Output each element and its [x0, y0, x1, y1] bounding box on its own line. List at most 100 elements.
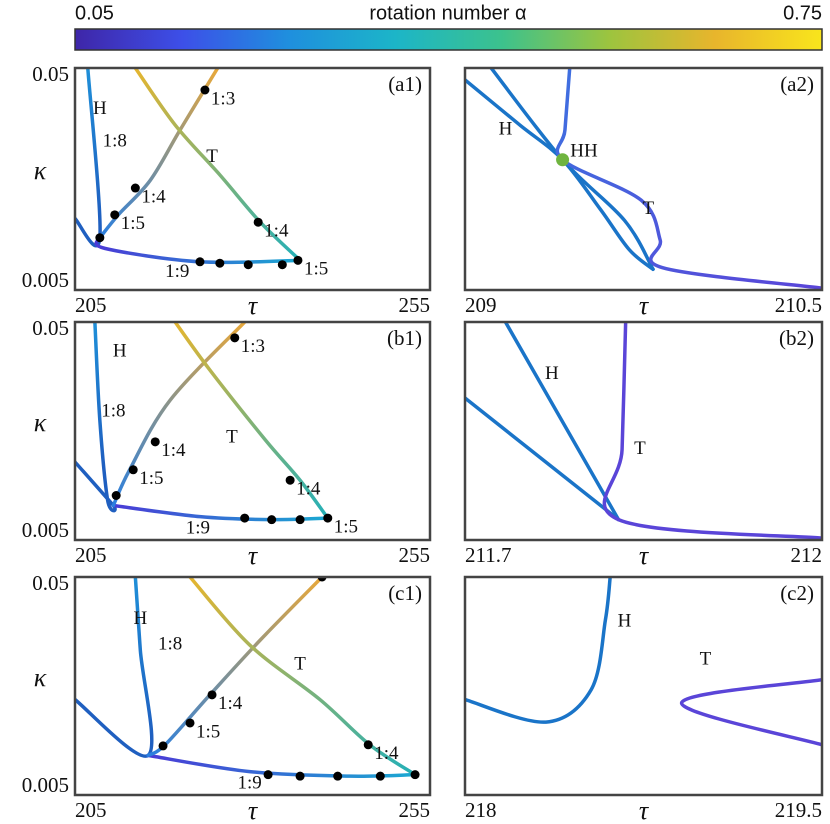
resonance-dot	[130, 183, 140, 193]
annotation: HH	[570, 140, 598, 161]
x-tick-label: 210.5	[775, 293, 822, 317]
annotation: 1:8	[101, 400, 125, 421]
y-tick-label: 0.005	[22, 268, 69, 292]
panel	[75, 322, 333, 525]
curve	[679, 677, 822, 747]
dot-label: 1:4	[141, 186, 166, 207]
resonance-dot	[253, 217, 263, 227]
resonance-dot	[295, 771, 305, 781]
resonance-dot	[323, 513, 333, 523]
curve	[111, 503, 330, 522]
curve	[75, 322, 117, 513]
y-tick-label: 0.05	[32, 571, 69, 595]
x-axis-label: τ	[639, 541, 650, 570]
resonance-dot	[207, 690, 217, 700]
resonance-dot	[375, 771, 385, 781]
dot-label: 1:5	[334, 516, 358, 537]
dot-label: 1:4	[374, 743, 399, 764]
curve	[133, 68, 302, 263]
curve	[94, 235, 302, 265]
resonance-dot	[556, 153, 570, 167]
curve	[75, 577, 154, 758]
annotation: 1:9	[165, 261, 189, 282]
curve	[489, 68, 655, 272]
dot-label: 1:5	[121, 213, 145, 234]
panel-label: (c1)	[388, 581, 422, 605]
annotation: H	[618, 610, 632, 631]
annotation: T	[294, 654, 306, 675]
panel-label: (b2)	[779, 326, 814, 350]
annotation: T	[206, 146, 218, 167]
resonance-dot	[267, 515, 277, 525]
colorbar-label: rotation number α	[369, 2, 526, 24]
resonance-dot	[215, 258, 225, 268]
x-tick-label: 209	[465, 293, 497, 317]
curve	[188, 577, 417, 777]
annotation: H	[545, 363, 559, 384]
dot-label: 1:4	[264, 221, 289, 242]
y-tick-label: 0.005	[22, 518, 69, 542]
dot-label: 1:3	[241, 336, 265, 357]
dot-label: 1:5	[196, 721, 220, 742]
annotation: 1:9	[238, 773, 262, 794]
resonance-dot	[150, 437, 160, 447]
panel-label: (b1)	[387, 326, 422, 350]
annotation: T	[226, 426, 238, 447]
x-tick-label: 255	[399, 798, 431, 822]
x-tick-label: 212	[791, 543, 823, 567]
curve	[111, 322, 247, 508]
resonance-dot	[293, 255, 303, 265]
panel-label: (a1)	[388, 72, 422, 96]
dot-label: 1:5	[139, 468, 163, 489]
resonance-dot	[285, 475, 295, 485]
resonance-dot	[111, 491, 121, 501]
curve	[98, 68, 220, 240]
resonance-dot	[295, 515, 305, 525]
annotation: H	[133, 608, 147, 629]
panel-frame	[73, 66, 432, 292]
panel-frame	[463, 575, 824, 797]
panel	[465, 322, 822, 540]
x-axis-label: τ	[248, 796, 259, 824]
x-tick-label: 255	[399, 293, 431, 317]
annotation: H	[499, 118, 513, 139]
panel-frame	[73, 320, 432, 542]
colorbar-min: 0.05	[75, 2, 114, 24]
resonance-dot	[128, 465, 138, 475]
dot-label: 1:3	[211, 88, 235, 109]
dot-label: 1:4	[296, 479, 321, 500]
x-tick-label: 211.7	[465, 543, 511, 567]
curve	[503, 322, 621, 522]
x-axis-label: τ	[639, 796, 650, 824]
resonance-dot	[333, 771, 343, 781]
panel	[75, 68, 303, 270]
resonance-dot	[158, 741, 168, 751]
annotation: 1:8	[158, 633, 182, 654]
dot-label: 1:4	[161, 440, 186, 461]
resonance-dot	[410, 770, 420, 780]
y-tick-label: 0.05	[32, 62, 69, 86]
panel-label: (a2)	[780, 72, 814, 96]
x-tick-label: 255	[399, 543, 431, 567]
resonance-dot	[263, 770, 273, 780]
x-axis-label: τ	[639, 291, 650, 320]
resonance-dot	[363, 740, 373, 750]
annotation: 1:8	[103, 130, 127, 151]
panel	[465, 577, 822, 747]
resonance-dot	[200, 85, 210, 95]
x-tick-label: 205	[75, 293, 107, 317]
y-axis-label: κ	[34, 156, 47, 185]
x-axis-label: τ	[248, 291, 259, 320]
annotation: H	[113, 340, 127, 361]
resonance-dot	[195, 257, 205, 267]
curve	[602, 322, 822, 540]
panel	[465, 68, 822, 290]
y-axis-label: κ	[34, 663, 47, 692]
resonance-dot	[185, 718, 195, 728]
panel	[75, 577, 420, 781]
resonance-dot	[243, 260, 253, 270]
panel-frame	[73, 575, 432, 797]
annotation: H	[93, 98, 107, 119]
y-tick-label: 0.05	[32, 316, 69, 340]
